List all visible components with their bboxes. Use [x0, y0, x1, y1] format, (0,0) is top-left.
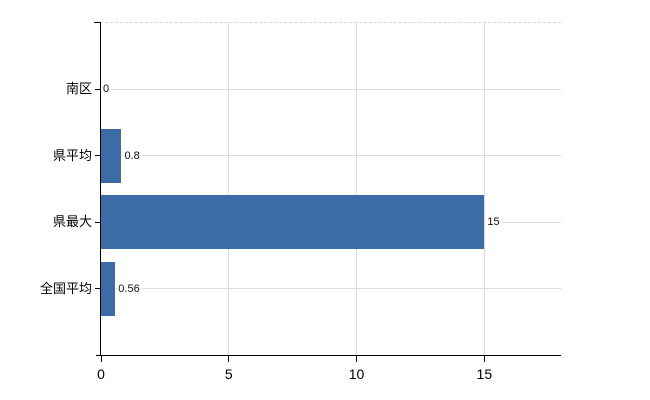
- data-label: 15: [486, 215, 502, 230]
- plot-area: 南区 0 県平均 0.8 県最大 15 全国平均 0.56 0 5 10 15: [40, 22, 561, 382]
- category-label: 県平均: [52, 147, 92, 163]
- bar: [101, 261, 116, 316]
- bar: [101, 128, 122, 183]
- x-axis-tick: [356, 356, 358, 362]
- x-axis-tick-label: 5: [224, 366, 233, 382]
- x-axis-extension: [96, 355, 101, 356]
- y-axis-tick: [95, 155, 100, 157]
- vertical-gridline: [483, 23, 485, 355]
- x-axis-tick-label: 10: [348, 366, 365, 382]
- y-axis-tick: [95, 88, 100, 90]
- data-label: 0.56: [117, 281, 142, 296]
- x-axis-tick-label: 0: [97, 366, 105, 382]
- x-axis-tick: [483, 356, 485, 362]
- y-axis-top-tick: [94, 22, 101, 23]
- category-label: 県最大: [52, 214, 92, 230]
- x-axis-tick: [100, 356, 102, 362]
- category-label: 全国平均: [39, 280, 92, 296]
- vertical-gridline: [228, 23, 230, 355]
- category-label: 南区: [65, 81, 92, 97]
- y-axis-tick: [95, 221, 100, 223]
- data-label: 0.8: [123, 148, 142, 163]
- y-axis-tick: [95, 288, 100, 290]
- x-axis-tick: [228, 356, 230, 362]
- x-axis-tick-label: 15: [476, 366, 493, 382]
- horizontal-gridline: [101, 88, 561, 90]
- horizontal-gridline: [101, 155, 561, 157]
- vertical-gridline: [356, 23, 358, 355]
- horizontal-gridline: [101, 288, 561, 290]
- bar: [101, 195, 485, 250]
- data-label: 0: [102, 82, 112, 97]
